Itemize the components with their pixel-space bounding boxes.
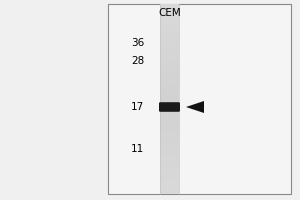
Bar <box>160 189 179 194</box>
Bar <box>160 166 179 170</box>
Bar <box>160 104 179 108</box>
Text: CEM: CEM <box>158 8 181 18</box>
Bar <box>160 94 179 99</box>
Bar <box>160 14 179 18</box>
Bar <box>160 156 179 161</box>
Bar <box>160 56 179 61</box>
Bar <box>160 80 179 85</box>
Bar <box>160 175 179 180</box>
Bar <box>160 23 179 28</box>
Bar <box>160 113 179 118</box>
Polygon shape <box>186 101 204 113</box>
Bar <box>160 180 179 184</box>
Bar <box>160 28 179 32</box>
Bar <box>160 123 179 128</box>
Bar <box>160 71 179 75</box>
Bar <box>160 47 179 51</box>
Bar <box>160 108 179 113</box>
Text: 17: 17 <box>131 102 144 112</box>
Bar <box>160 66 179 71</box>
Text: 36: 36 <box>131 38 144 48</box>
Bar <box>160 151 179 156</box>
Bar <box>160 51 179 56</box>
Bar <box>160 132 179 137</box>
Bar <box>160 161 179 166</box>
Bar <box>160 18 179 23</box>
Text: 11: 11 <box>131 144 144 154</box>
Bar <box>160 37 179 42</box>
Bar <box>160 9 179 14</box>
Bar <box>160 75 179 80</box>
Bar <box>160 137 179 142</box>
Bar <box>160 99 179 104</box>
Bar <box>160 85 179 90</box>
Bar <box>160 118 179 123</box>
Bar <box>160 32 179 37</box>
Bar <box>160 184 179 189</box>
Bar <box>160 42 179 47</box>
FancyBboxPatch shape <box>159 102 180 112</box>
Bar <box>160 4 179 9</box>
Bar <box>160 90 179 94</box>
Bar <box>160 146 179 151</box>
Bar <box>160 142 179 146</box>
Bar <box>160 61 179 66</box>
Bar <box>160 128 179 132</box>
Bar <box>108 4 291 194</box>
Text: 28: 28 <box>131 56 144 66</box>
Bar <box>160 170 179 175</box>
